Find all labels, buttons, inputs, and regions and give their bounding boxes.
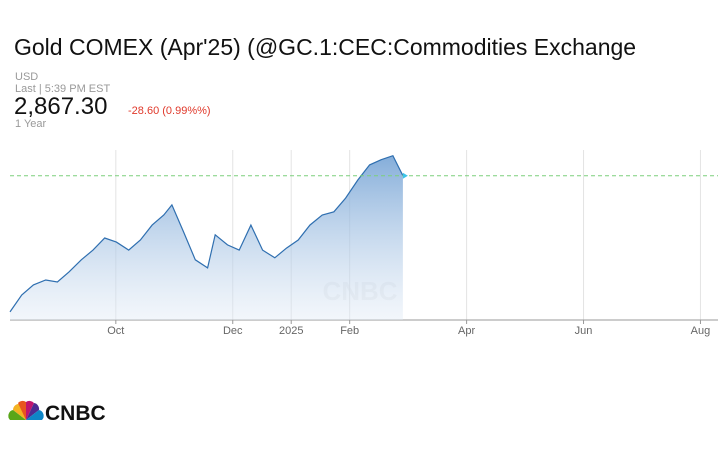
x-tick-label: Jun bbox=[575, 325, 593, 337]
x-tick-label: Feb bbox=[340, 325, 359, 337]
x-tick-label: Dec bbox=[223, 325, 243, 337]
price: 2,867.30 bbox=[14, 93, 107, 120]
range: 1 Year bbox=[15, 118, 47, 130]
line bbox=[9, 154, 404, 313]
logo bbox=[8, 400, 44, 420]
area bbox=[10, 155, 403, 320]
last-price-marker bbox=[402, 172, 408, 179]
currency: USD bbox=[15, 71, 38, 83]
chart-title: Gold COMEX (Apr'25) (@GC.1:CEC:Commoditi… bbox=[14, 34, 636, 60]
x-tick-label: 2025 bbox=[279, 325, 303, 337]
x-tick-label: Apr bbox=[458, 325, 475, 337]
plot: CNBCOctDec2025FebAprJunAug bbox=[9, 150, 718, 337]
last-time: Last | 5:39 PM EST bbox=[15, 83, 110, 95]
x-tick-label: Oct bbox=[107, 325, 124, 337]
logo-text: CNBC bbox=[45, 402, 106, 425]
x-tick-label: Aug bbox=[691, 325, 711, 337]
change: -28.60 (0.99%%) bbox=[128, 105, 211, 117]
